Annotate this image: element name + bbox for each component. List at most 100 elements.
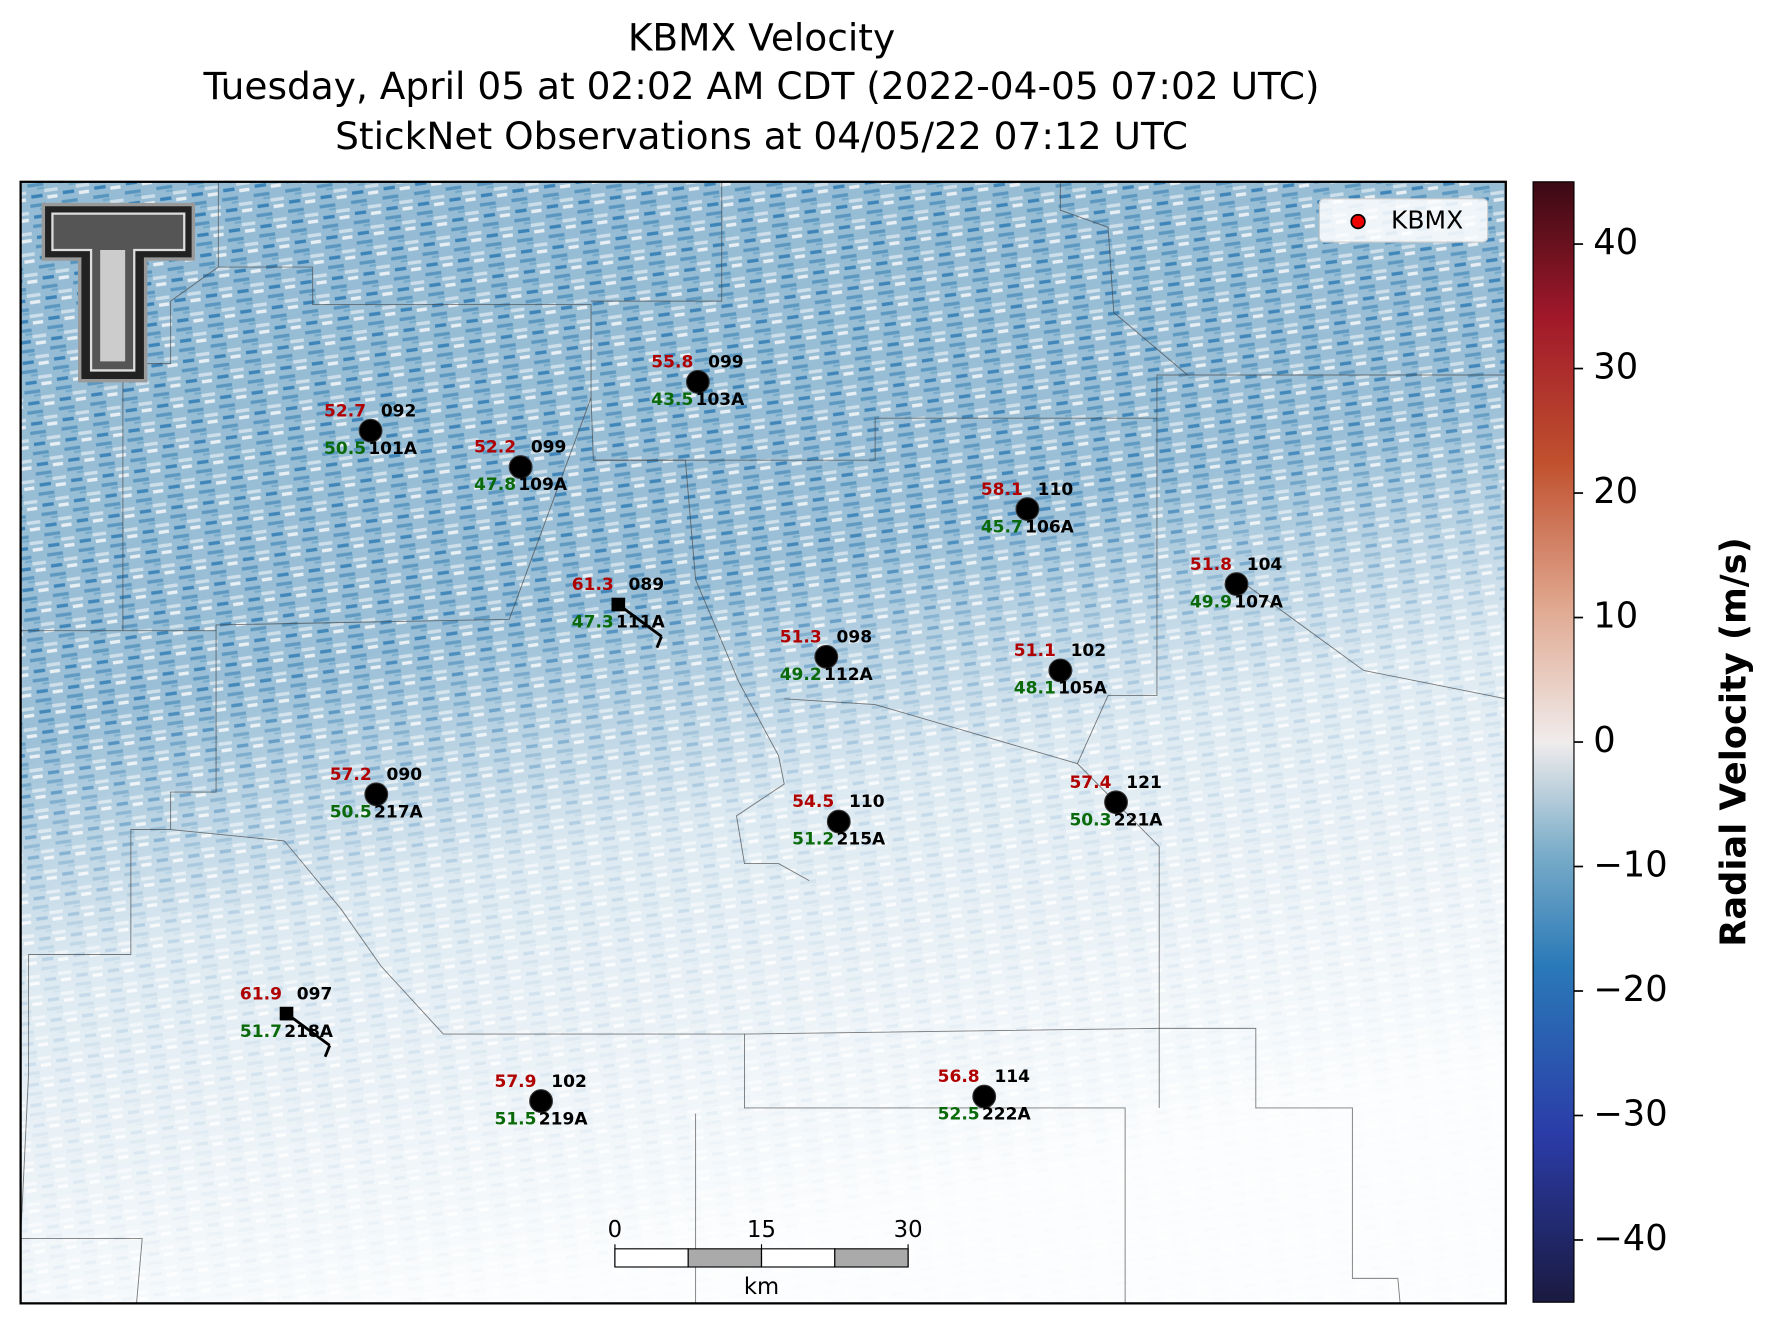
bottom-value: 49.2 bbox=[780, 665, 822, 685]
wind-barb bbox=[323, 1044, 332, 1058]
direction: 104 bbox=[1247, 555, 1283, 575]
scale-segment bbox=[834, 1248, 909, 1268]
top-value: 61.3 bbox=[572, 575, 614, 595]
direction: 099 bbox=[708, 352, 744, 372]
top-value: 54.5 bbox=[792, 792, 834, 812]
top-value: 52.7 bbox=[324, 401, 366, 421]
station-id: 101A bbox=[368, 439, 418, 459]
colorbar-label: Radial Velocity (m/s) bbox=[1713, 537, 1754, 946]
station: 54.5 110 51.2 215A bbox=[792, 792, 886, 849]
direction: 092 bbox=[381, 401, 417, 421]
station-marker bbox=[1104, 790, 1128, 815]
title-line: StickNet Observations at 04/05/22 07:12 … bbox=[335, 114, 1188, 158]
top-value: 58.1 bbox=[981, 480, 1023, 500]
top-value: 61.9 bbox=[240, 984, 282, 1004]
top-value: 57.2 bbox=[330, 765, 372, 785]
bottom-value: 50.5 bbox=[330, 802, 372, 822]
station-id: 107A bbox=[1234, 592, 1284, 612]
scale-tick-label: 15 bbox=[747, 1217, 776, 1243]
station-id: 221A bbox=[1114, 810, 1164, 830]
colorbar-tick-label: 10 bbox=[1593, 596, 1638, 637]
colorbar-tick-label: −10 bbox=[1593, 845, 1667, 886]
scale-segment bbox=[760, 1248, 836, 1268]
colorbar-tick-label: 40 bbox=[1593, 222, 1638, 263]
bottom-value: 45.7 bbox=[981, 517, 1023, 537]
station: 58.1 110 45.7 106A bbox=[981, 480, 1075, 537]
station: 56.8 114 52.5 222A bbox=[938, 1067, 1032, 1124]
bottom-value: 47.8 bbox=[474, 475, 516, 495]
direction: 114 bbox=[994, 1067, 1030, 1087]
scale-unit: km bbox=[744, 1274, 779, 1300]
bottom-value: 43.5 bbox=[651, 390, 693, 410]
station-marker bbox=[814, 644, 839, 669]
colorbar-tick-label: −30 bbox=[1593, 1093, 1667, 1134]
colorbar-ticks: −40 −30 −20 −10 0 10 20 30 40 bbox=[1573, 222, 1668, 1259]
logo bbox=[41, 202, 196, 383]
station-id: 109A bbox=[518, 475, 568, 495]
station: 52.2 099 47.8 109A bbox=[474, 438, 568, 495]
bottom-value: 51.5 bbox=[494, 1109, 536, 1129]
station-marker bbox=[508, 455, 533, 479]
top-value: 57.9 bbox=[494, 1072, 536, 1092]
station: 55.8 099 43.5 103A bbox=[651, 352, 745, 409]
direction: 089 bbox=[629, 575, 665, 595]
legend-marker bbox=[1350, 213, 1366, 230]
direction: 102 bbox=[1071, 641, 1107, 661]
top-value: 51.1 bbox=[1014, 641, 1056, 661]
scale-tick-label: 0 bbox=[608, 1217, 622, 1243]
legend: KBMX bbox=[1318, 198, 1489, 243]
bottom-value: 48.1 bbox=[1014, 679, 1056, 699]
station-marker bbox=[972, 1084, 997, 1109]
county-lines bbox=[20, 181, 1506, 1304]
direction: 121 bbox=[1126, 773, 1162, 793]
station-id: 105A bbox=[1058, 679, 1108, 699]
scale-segment bbox=[687, 1248, 763, 1268]
colorbar bbox=[1532, 181, 1575, 1303]
title-line: Tuesday, April 05 at 02:02 AM CDT (2022-… bbox=[202, 64, 1319, 108]
station: 51.3 098 49.2 112A bbox=[780, 627, 874, 684]
top-value: 52.2 bbox=[474, 438, 516, 458]
station: 51.1 102 48.1 105A bbox=[1014, 641, 1108, 698]
top-value: 51.8 bbox=[1190, 555, 1232, 575]
station-id: 217A bbox=[374, 802, 424, 822]
radar-fade bbox=[20, 181, 1506, 1304]
top-value: 55.8 bbox=[651, 352, 693, 372]
direction: 097 bbox=[297, 984, 333, 1004]
station-marker bbox=[1224, 572, 1249, 597]
wind-barb bbox=[617, 603, 663, 638]
station-marker bbox=[364, 782, 389, 807]
station-marker bbox=[358, 418, 383, 443]
direction: 110 bbox=[849, 792, 885, 812]
bottom-value: 49.9 bbox=[1190, 592, 1232, 612]
colorbar-tick-label: −20 bbox=[1593, 969, 1667, 1010]
station-id: 103A bbox=[696, 390, 746, 410]
scale-segment bbox=[614, 1248, 689, 1268]
wind-barb bbox=[285, 1012, 331, 1047]
station: 52.7 092 50.5 101A bbox=[324, 401, 418, 458]
station-id: 219A bbox=[539, 1109, 589, 1129]
bottom-value: 51.7 bbox=[240, 1022, 282, 1042]
station-marker bbox=[685, 369, 710, 394]
legend-box bbox=[1318, 198, 1489, 243]
top-value: 56.8 bbox=[938, 1067, 980, 1087]
direction: 098 bbox=[837, 627, 873, 647]
station-marker bbox=[611, 597, 626, 612]
station-id: 218A bbox=[284, 1022, 334, 1042]
colorbar-tick-label: −40 bbox=[1593, 1218, 1667, 1259]
station: 61.3 089 47.3 111A bbox=[572, 575, 666, 649]
map-frame bbox=[19, 180, 1507, 1305]
bottom-value: 50.5 bbox=[324, 439, 366, 459]
station-id: 222A bbox=[982, 1105, 1032, 1125]
direction: 102 bbox=[551, 1072, 587, 1092]
station-id: 111A bbox=[616, 613, 666, 633]
station: 61.9 097 51.7 218A bbox=[240, 984, 334, 1058]
top-value: 51.3 bbox=[780, 627, 822, 647]
colorbar-tick-label: 0 bbox=[1593, 720, 1615, 761]
bottom-value: 47.3 bbox=[572, 613, 614, 633]
station-id: 106A bbox=[1025, 517, 1075, 537]
colorbar-tick-label: 20 bbox=[1593, 471, 1638, 512]
station-marker bbox=[1048, 658, 1073, 683]
direction: 110 bbox=[1038, 480, 1074, 500]
